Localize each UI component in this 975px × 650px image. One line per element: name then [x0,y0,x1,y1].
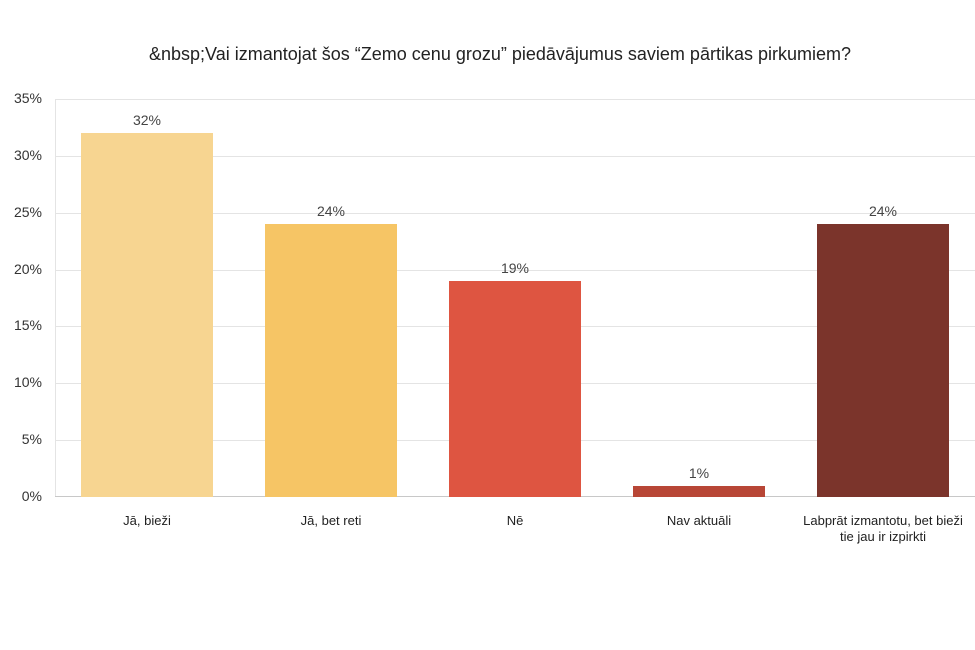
bar[interactable] [81,133,213,497]
gridline [55,212,975,214]
x-tick-label: Labprāt izmantotu, bet bieži tie jau ir … [803,513,963,544]
y-tick-label: 30% [13,146,42,163]
y-axis-line [55,99,56,497]
gridline [55,269,975,271]
bar[interactable] [265,224,397,497]
x-tick-label: Jā, bieži [123,513,171,528]
gridline [55,155,975,157]
y-tick-label: 25% [13,203,42,220]
plot-area: 32% 24% 19% 1% 24% [55,99,975,497]
bar-value-label: 24% [316,203,346,220]
chart-title: &nbsp;Vai izmantojat šos “Zemo cenu groz… [149,44,851,64]
bar[interactable] [817,224,949,497]
y-tick-label: 10% [13,374,42,391]
x-tick-label: Nav aktuāli [666,513,732,528]
x-tick-label: Jā, bet reti [300,513,362,528]
gridline [55,99,975,100]
y-tick-label: 0% [21,488,42,504]
bar[interactable] [633,485,765,497]
y-tick-label: 5% [21,431,42,448]
bar-value-label: 24% [868,203,898,220]
bar-value-label: 1% [688,464,710,481]
bar-value-label: 19% [500,259,530,276]
bar-value-label: 32% [132,112,162,129]
y-tick-label: 15% [13,317,42,334]
y-tick-label: 20% [13,260,42,277]
y-tick-label: 35% [13,90,42,106]
bar[interactable] [449,280,581,497]
x-tick-label: Nē [506,513,524,528]
